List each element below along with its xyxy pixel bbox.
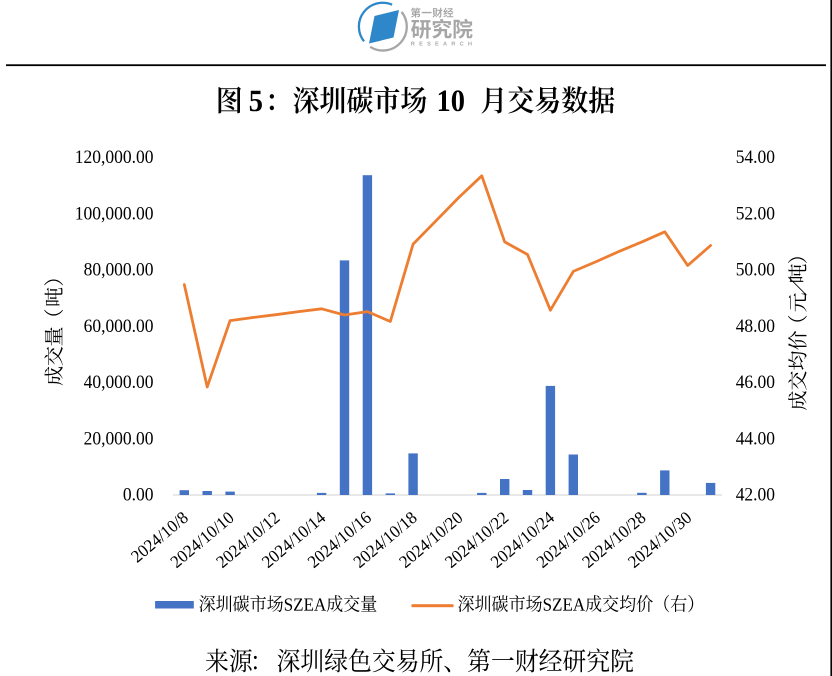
svg-text:40,000.00: 40,000.00 bbox=[84, 372, 154, 393]
svg-text:100,000.00: 100,000.00 bbox=[75, 203, 154, 224]
svg-text:54.00: 54.00 bbox=[736, 147, 775, 168]
svg-text:44.00: 44.00 bbox=[736, 428, 775, 449]
svg-text:48.00: 48.00 bbox=[736, 316, 775, 337]
svg-text:50.00: 50.00 bbox=[736, 260, 775, 281]
svg-text:120,000.00: 120,000.00 bbox=[75, 147, 154, 168]
svg-text:52.00: 52.00 bbox=[736, 203, 775, 224]
svg-text:60,000.00: 60,000.00 bbox=[84, 316, 154, 337]
svg-text:46.00: 46.00 bbox=[736, 372, 775, 393]
svg-text:0.00: 0.00 bbox=[123, 485, 154, 506]
svg-text:42.00: 42.00 bbox=[736, 485, 775, 506]
svg-text:20,000.00: 20,000.00 bbox=[84, 428, 154, 449]
svg-text:80,000.00: 80,000.00 bbox=[84, 260, 154, 281]
